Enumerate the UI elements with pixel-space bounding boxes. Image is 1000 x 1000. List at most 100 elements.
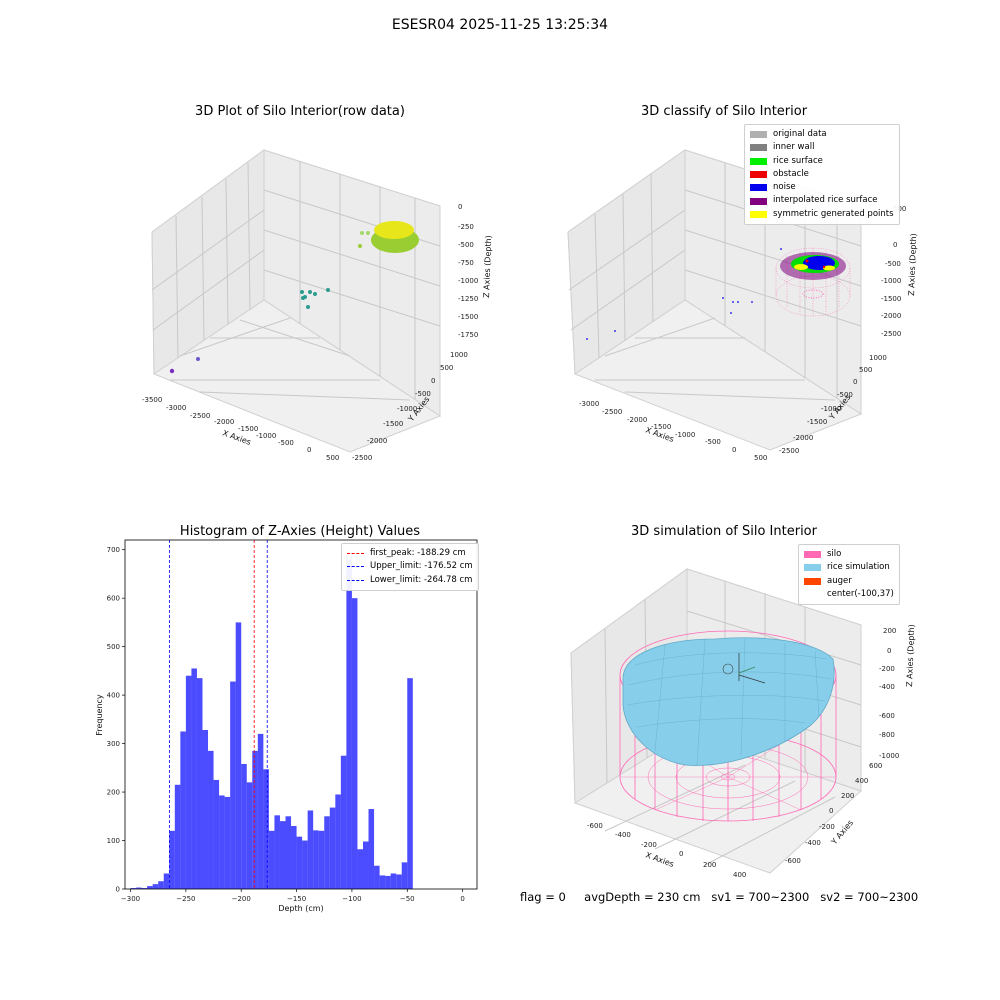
histogram-x-label: Depth (cm) bbox=[278, 904, 323, 913]
classify-legend-item: original data bbox=[750, 128, 894, 141]
histogram-legend-item: Upper_limit: -176.52 cm bbox=[347, 560, 473, 573]
raw-ytick: -500 bbox=[415, 390, 431, 398]
raw-ztick: -1500 bbox=[458, 313, 478, 321]
classify-ytick: -2500 bbox=[779, 447, 799, 455]
histogram-bar bbox=[407, 678, 413, 889]
histogram-bar bbox=[357, 849, 363, 889]
simulation-x-label: X Axies bbox=[644, 850, 675, 869]
histogram-bar bbox=[158, 881, 164, 889]
legend-line bbox=[347, 566, 364, 568]
simulation-xtick: -200 bbox=[641, 841, 657, 849]
classify-xtick: 500 bbox=[754, 454, 767, 462]
legend-swatch bbox=[804, 591, 821, 598]
histogram-bar bbox=[185, 675, 192, 889]
raw-ytick: 500 bbox=[440, 364, 453, 372]
raw-xtick: 0 bbox=[307, 446, 311, 454]
histogram-bar bbox=[313, 830, 319, 889]
histogram-legend-item: Lower_limit: -264.78 cm bbox=[347, 574, 473, 587]
histogram-xtick-label: −200 bbox=[232, 895, 251, 903]
status-sv2: sv2 = 700~2300 bbox=[820, 890, 919, 904]
histogram-bar bbox=[340, 755, 347, 889]
histogram-bar bbox=[257, 733, 264, 889]
raw-xtick: -2500 bbox=[190, 412, 210, 420]
classify-z-ticks: 500 0 -500 -1000 -1500 -2000 -2500 bbox=[881, 205, 906, 338]
status-line: flag = 0 avgDepth = 230 cm sv1 = 700~230… bbox=[520, 890, 918, 904]
raw-ytick: -2500 bbox=[352, 454, 372, 462]
simulation-legend-item: auger bbox=[804, 575, 894, 588]
raw-3d-plot: -3500 -3000 -2500 -2000 -1500 -1000 -500… bbox=[142, 149, 493, 462]
legend-swatch bbox=[804, 577, 821, 585]
legend-swatch bbox=[750, 157, 767, 165]
classify-legend-item: inner wall bbox=[750, 141, 894, 154]
histogram-bar bbox=[224, 796, 231, 889]
classify-xtick: -3000 bbox=[579, 400, 599, 408]
histogram-bar bbox=[191, 668, 197, 889]
classify-ytick: -500 bbox=[837, 391, 853, 399]
raw-3d-box bbox=[151, 149, 442, 453]
histogram-bar bbox=[263, 769, 269, 889]
histogram-bar bbox=[379, 875, 386, 889]
raw-ztick: -1250 bbox=[458, 295, 478, 303]
histogram-bar bbox=[180, 731, 186, 889]
simulation-legend-item: rice simulation bbox=[804, 561, 894, 574]
status-sv1: sv1 = 700~2300 bbox=[711, 890, 810, 904]
raw-ztick: -500 bbox=[458, 241, 474, 249]
raw-xtick: -2000 bbox=[214, 418, 234, 426]
classify-ytick: 500 bbox=[859, 366, 872, 374]
histogram-bar bbox=[230, 681, 236, 889]
classify-legend: original data inner wall rice surface ob… bbox=[744, 124, 900, 226]
raw-xtick: -1500 bbox=[238, 425, 258, 433]
simulation-ytick: 200 bbox=[841, 792, 854, 800]
histogram-xtick-label: 0 bbox=[460, 895, 464, 903]
legend-swatch bbox=[750, 144, 767, 152]
simulation-ytick: -200 bbox=[819, 823, 835, 831]
classify-legend-item: obstacle bbox=[750, 168, 894, 181]
classify-ytick: 0 bbox=[853, 378, 857, 386]
raw-ytick: -1500 bbox=[383, 420, 403, 428]
histogram-bar bbox=[346, 559, 352, 889]
legend-swatch bbox=[804, 564, 821, 572]
histogram-ytick-label: 200 bbox=[107, 789, 120, 797]
simulation-z-ticks: 200 0 -200 -400 -600 -800 -1000 bbox=[879, 627, 899, 760]
classify-xtick: -1500 bbox=[651, 423, 671, 431]
simulation-x-ticks: -600 -400 -200 0 200 400 bbox=[587, 822, 746, 879]
classify-ztick: 500 bbox=[893, 205, 906, 213]
histogram-axes-frame bbox=[124, 539, 478, 890]
histogram-x-ticks: −300 −250 −200 −150 −100 −50 0 bbox=[121, 889, 465, 903]
histogram-ytick-label: 0 bbox=[116, 886, 120, 894]
histogram-bar bbox=[208, 750, 214, 889]
histogram-ytick-label: 300 bbox=[107, 740, 120, 748]
simulation-plot-title: 3D simulation of Silo Interior bbox=[631, 524, 817, 539]
raw-scatter-points bbox=[169, 221, 419, 374]
simulation-ztick: -600 bbox=[879, 712, 895, 720]
raw-ztick: -1750 bbox=[458, 331, 478, 339]
histogram-bar bbox=[169, 830, 175, 889]
simulation-z-label: Z Axies (Depth) bbox=[905, 624, 916, 687]
histogram-bar bbox=[268, 830, 275, 889]
raw-rice-top bbox=[374, 221, 414, 239]
histogram-bar bbox=[202, 730, 209, 889]
classify-ytick: -2000 bbox=[793, 434, 813, 442]
legend-swatch bbox=[750, 131, 767, 139]
raw-ztick: -750 bbox=[458, 259, 474, 267]
classify-ztick: -1000 bbox=[881, 277, 901, 285]
histogram-xtick-label: −100 bbox=[342, 895, 361, 903]
status-avg-depth: avgDepth = 230 cm bbox=[584, 890, 701, 904]
raw-ztick: 0 bbox=[458, 203, 462, 211]
raw-xtick: -500 bbox=[278, 439, 294, 447]
raw-xtick: -3000 bbox=[166, 404, 186, 412]
simulation-ytick: -600 bbox=[785, 857, 801, 865]
raw-z-label: Z Axies (Depth) bbox=[482, 235, 493, 298]
simulation-ztick: -200 bbox=[879, 665, 895, 673]
simulation-ztick: -1000 bbox=[879, 752, 899, 760]
classify-legend-item: symmetric generated points bbox=[750, 208, 894, 221]
classify-ztick: -500 bbox=[885, 260, 901, 268]
status-flag: flag = 0 bbox=[520, 890, 566, 904]
simulation-xtick: -600 bbox=[587, 822, 603, 830]
histogram-bar bbox=[401, 862, 408, 889]
histogram-legend-item: first_peak: -188.29 cm bbox=[347, 547, 473, 560]
classify-xtick: -2500 bbox=[602, 408, 622, 416]
histogram-ytick-label: 400 bbox=[107, 692, 120, 700]
legend-swatch bbox=[750, 210, 767, 218]
classify-ytick: 1000 bbox=[869, 354, 887, 362]
